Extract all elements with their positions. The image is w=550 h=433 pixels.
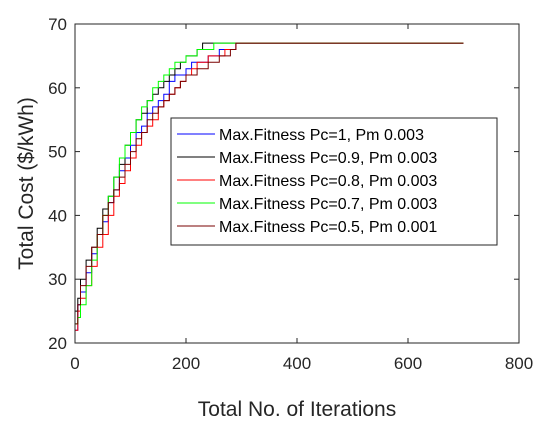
legend: Max.Fitness Pc=1, Pm 0.003 Max.Fitness Pc…: [170, 117, 498, 246]
legend-entry-label: Max.Fitness Pc=0.7, Pm 0.003: [219, 196, 437, 213]
legend-entry-label: Max.Fitness Pc=1, Pm 0.003: [219, 127, 424, 144]
tick-layer: 0 200 400 600 800 20 30 40 50 60 70: [48, 15, 533, 373]
x-tick-label: 800: [505, 354, 533, 373]
x-tick-label: 400: [283, 354, 311, 373]
x-axis-label: Total No. of Iterations: [198, 398, 396, 421]
y-tick-label: 30: [48, 270, 67, 289]
legend-entry-label: Max.Fitness Pc=0.8, Pm 0.003: [219, 173, 437, 190]
x-tick-label: 0: [70, 354, 79, 373]
y-tick-label: 70: [48, 15, 67, 34]
y-tick-label: 50: [48, 143, 67, 162]
legend-box: [170, 117, 498, 246]
y-tick-label: 40: [48, 206, 67, 225]
y-axis-label: Total Cost ($/kWh): [15, 97, 38, 270]
y-tick-label: 20: [48, 334, 67, 353]
legend-entry-label: Max.Fitness Pc=0.9, Pm 0.003: [219, 150, 437, 167]
x-tick-label: 200: [172, 354, 200, 373]
series-line-5: [75, 42, 464, 325]
series-line-4: [75, 42, 464, 325]
y-tick-label: 60: [48, 79, 67, 98]
legend-entry-label: Max.Fitness Pc=0.5, Pm 0.001: [219, 219, 437, 236]
series-layer: [75, 42, 464, 331]
x-tick-label: 600: [394, 354, 422, 373]
